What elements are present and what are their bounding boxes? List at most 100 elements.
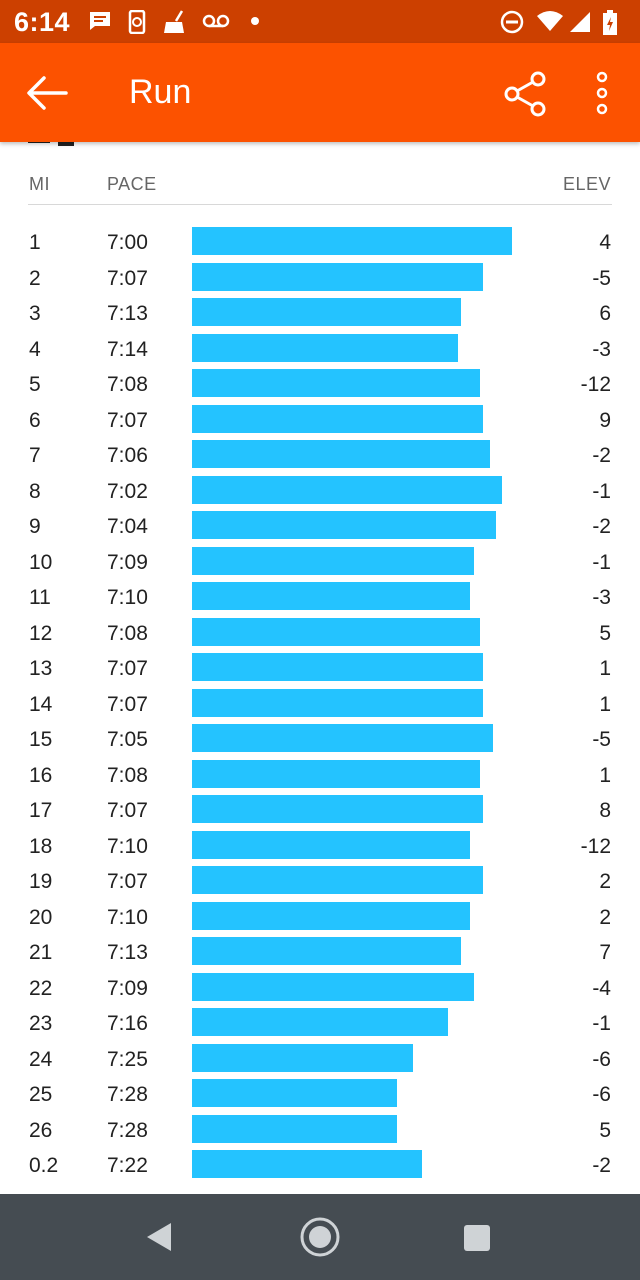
nav-home-button[interactable] xyxy=(299,1216,341,1263)
split-pace: 7:04 xyxy=(107,515,148,538)
split-mile: 16 xyxy=(29,763,53,787)
split-row: 13 7:07 1 xyxy=(0,653,640,689)
split-pace-bar xyxy=(192,404,483,433)
split-pace-bar xyxy=(192,582,470,610)
voicemail-icon xyxy=(202,14,230,28)
split-pace-bar xyxy=(192,475,502,504)
split-row: 17 7:07 8 xyxy=(0,795,640,831)
split-pace: 7:10 xyxy=(107,586,148,609)
split-pace: 7:05 xyxy=(107,728,148,751)
split-row: 1 7:00 4 xyxy=(0,227,640,263)
split-elevation: 8 xyxy=(599,799,611,822)
split-elevation: -5 xyxy=(592,728,611,751)
split-elevation: 5 xyxy=(599,1118,611,1142)
cleaner-icon xyxy=(164,10,184,33)
back-button[interactable] xyxy=(20,71,72,115)
split-pace: 7:02 xyxy=(107,479,148,503)
home-circle-icon xyxy=(300,1217,340,1257)
split-row: 3 7:13 6 xyxy=(0,298,640,334)
split-mile: 0.2 xyxy=(29,1154,59,1177)
back-triangle-icon xyxy=(147,1223,171,1251)
section-heading-cut-off xyxy=(28,142,138,162)
split-elevation: -5 xyxy=(592,266,611,290)
split-row: 2 7:07 -5 xyxy=(0,262,640,299)
split-pace-bar xyxy=(192,546,474,575)
split-elevation: -1 xyxy=(592,1012,611,1035)
split-elevation: 1 xyxy=(599,657,611,680)
share-button[interactable] xyxy=(500,69,552,119)
split-mile: 4 xyxy=(29,337,41,361)
split-elevation: -1 xyxy=(592,550,611,574)
split-row: 6 7:07 9 xyxy=(0,404,640,441)
split-pace: 7:25 xyxy=(107,1047,148,1071)
split-row: 0.2 7:22 -2 xyxy=(0,1150,640,1186)
split-pace: 7:07 xyxy=(107,408,148,432)
split-pace-bar xyxy=(192,1043,413,1072)
split-pace-bar xyxy=(192,1150,422,1178)
split-row: 9 7:04 -2 xyxy=(0,511,640,547)
split-elevation: 1 xyxy=(599,763,611,787)
split-mile: 26 xyxy=(29,1118,53,1142)
split-pace: 7:08 xyxy=(107,373,148,396)
status-bar: 6:14 xyxy=(0,0,640,43)
splits-panel[interactable]: MI PACE ELEV 1 7:00 4 2 7:07 -5 3 7:13 6 4 7:14 -3 5… xyxy=(0,142,640,1194)
split-mile: 22 xyxy=(29,976,53,1000)
split-row: 21 7:13 7 xyxy=(0,937,640,973)
cut-heading-glyphs xyxy=(28,142,74,146)
split-pace: 7:07 xyxy=(107,657,148,680)
column-header-elev: ELEV xyxy=(562,174,611,194)
split-mile: 3 xyxy=(29,302,41,325)
more-options-button[interactable] xyxy=(585,69,619,119)
split-pace: 7:06 xyxy=(107,444,148,467)
split-pace-bar xyxy=(192,369,480,397)
split-row: 25 7:28 -6 xyxy=(0,1079,640,1115)
split-elevation: -3 xyxy=(592,337,611,361)
split-pace: 7:08 xyxy=(107,763,148,787)
split-mile: 8 xyxy=(29,479,41,503)
system-nav-bar xyxy=(0,1194,640,1280)
split-pace: 7:09 xyxy=(107,550,148,574)
split-pace: 7:13 xyxy=(107,302,148,325)
split-mile: 13 xyxy=(29,657,53,680)
split-mile: 24 xyxy=(29,1047,53,1071)
phone-sync-icon xyxy=(128,10,146,34)
message-icon xyxy=(90,12,110,30)
split-pace-bar xyxy=(192,511,496,539)
split-row: 19 7:07 2 xyxy=(0,866,640,902)
split-mile: 21 xyxy=(29,941,53,964)
split-elevation: -6 xyxy=(592,1047,611,1071)
do-not-disturb-icon xyxy=(500,10,524,34)
split-mile: 5 xyxy=(29,373,41,396)
split-row: 16 7:08 1 xyxy=(0,759,640,796)
split-row: 11 7:10 -3 xyxy=(0,582,640,618)
split-row: 20 7:10 2 xyxy=(0,901,640,938)
status-time: 6:14 xyxy=(14,7,71,37)
split-elevation: 2 xyxy=(599,870,611,893)
split-pace: 7:07 xyxy=(107,266,148,290)
split-elevation: 6 xyxy=(599,302,611,325)
app-bar: Run xyxy=(0,43,640,142)
split-mile: 12 xyxy=(29,621,53,645)
split-pace-bar xyxy=(192,440,490,468)
split-row: 22 7:09 -4 xyxy=(0,972,640,1009)
split-pace: 7:07 xyxy=(107,799,148,822)
column-header-mi: MI xyxy=(29,174,50,194)
page-title: Run xyxy=(129,73,192,111)
split-mile: 11 xyxy=(29,586,51,609)
split-elevation: -2 xyxy=(592,444,611,467)
split-pace: 7:28 xyxy=(107,1083,148,1106)
nav-back-button[interactable] xyxy=(140,1218,178,1261)
nav-recents-button[interactable] xyxy=(462,1223,492,1258)
split-mile: 25 xyxy=(29,1083,53,1106)
split-elevation: 5 xyxy=(599,621,611,645)
split-row: 5 7:08 -12 xyxy=(0,369,640,405)
split-elevation: -6 xyxy=(592,1083,611,1106)
split-row: 12 7:08 5 xyxy=(0,617,640,654)
split-pace: 7:16 xyxy=(107,1012,148,1035)
split-pace-bar xyxy=(192,972,474,1001)
split-mile: 15 xyxy=(29,728,53,751)
split-row: 15 7:05 -5 xyxy=(0,724,640,760)
split-pace-bar xyxy=(192,724,493,752)
split-elevation: -1 xyxy=(592,479,611,503)
split-pace-bar xyxy=(192,1079,397,1107)
